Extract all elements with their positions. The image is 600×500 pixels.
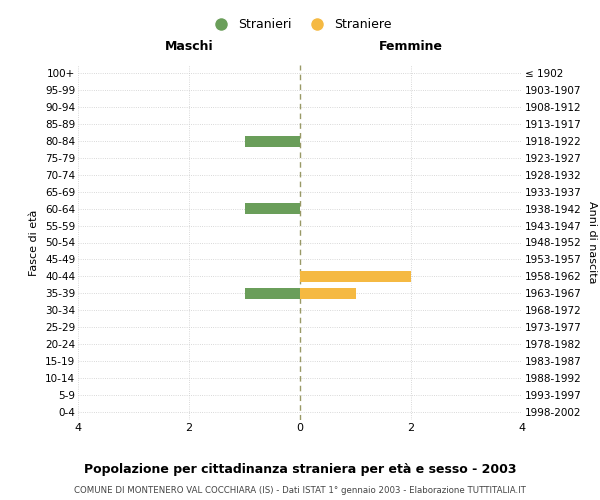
Legend: Stranieri, Straniere: Stranieri, Straniere (205, 14, 395, 35)
Bar (300, 271, 411, 282)
Y-axis label: Anni di nascita: Anni di nascita (587, 201, 597, 284)
Bar (300, 288, 355, 298)
Text: Maschi: Maschi (164, 40, 214, 53)
Text: Femmine: Femmine (379, 40, 443, 53)
Bar (245, 136, 300, 146)
Bar (245, 203, 300, 214)
Y-axis label: Fasce di età: Fasce di età (29, 210, 40, 276)
Bar (245, 288, 300, 298)
Text: COMUNE DI MONTENERO VAL COCCHIARA (IS) - Dati ISTAT 1° gennaio 2003 - Elaborazio: COMUNE DI MONTENERO VAL COCCHIARA (IS) -… (74, 486, 526, 495)
Text: Popolazione per cittadinanza straniera per età e sesso - 2003: Popolazione per cittadinanza straniera p… (84, 462, 516, 475)
